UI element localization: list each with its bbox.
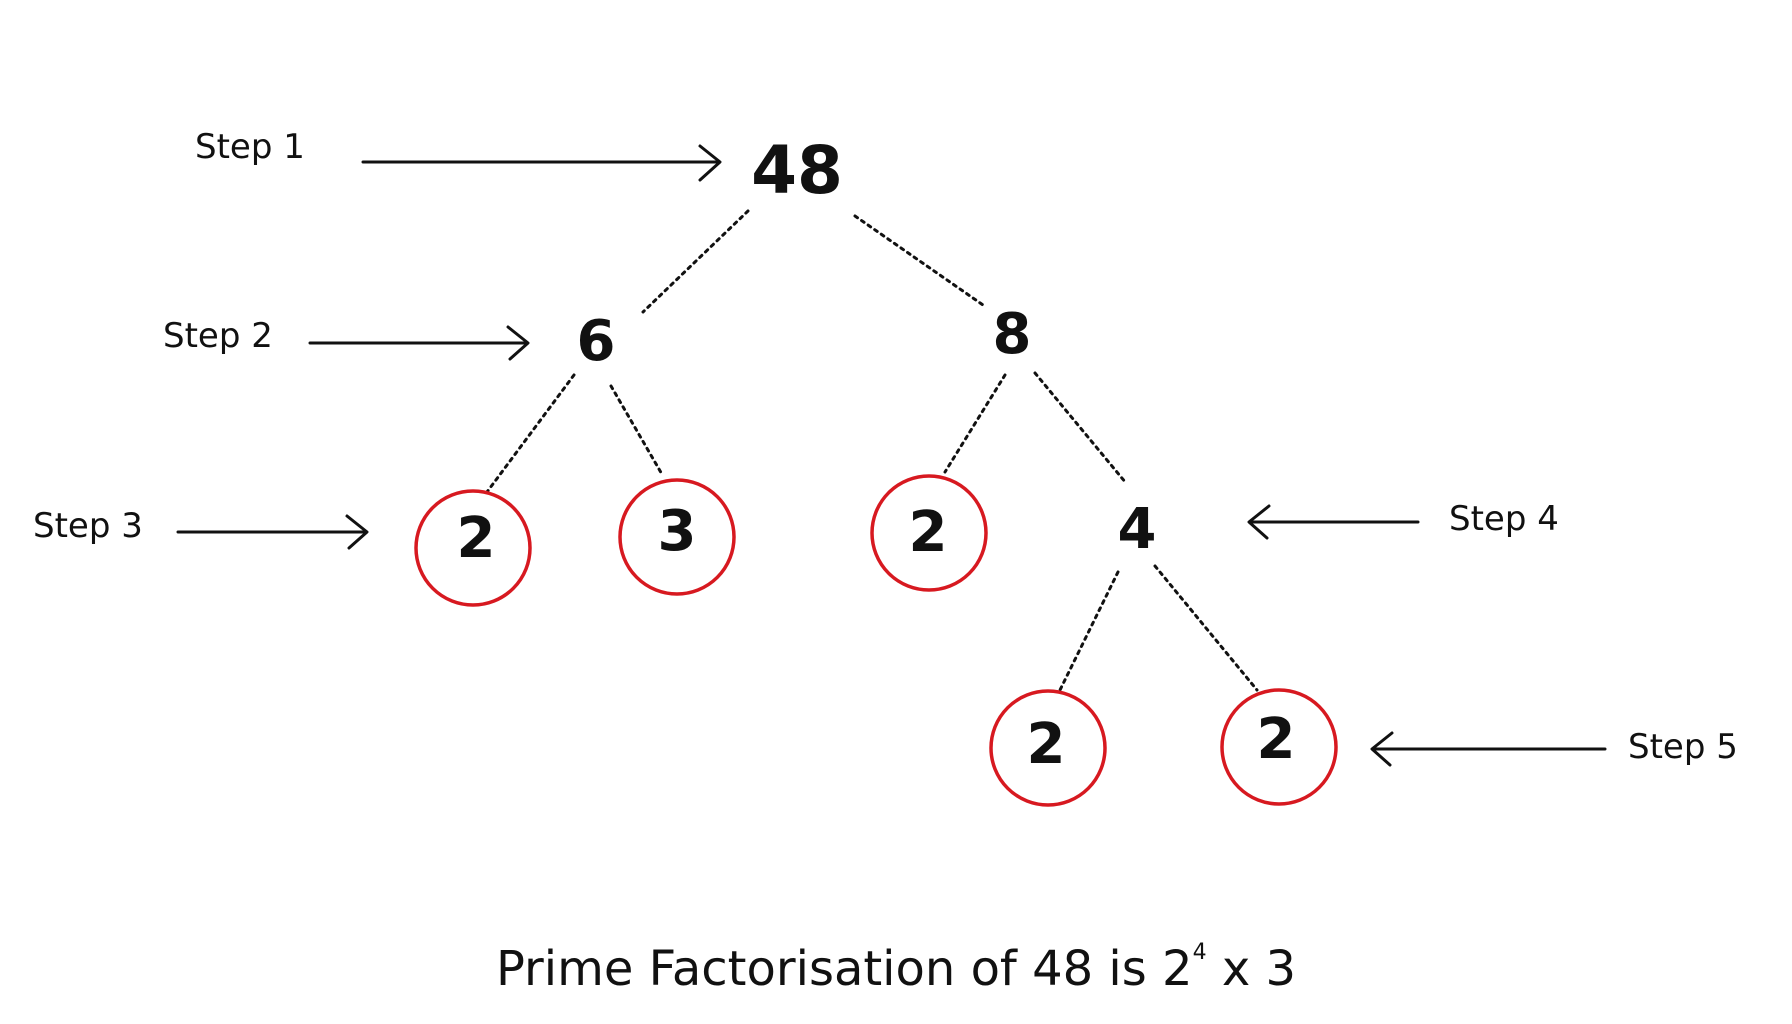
prime-circle-3: [618, 478, 736, 596]
step-5-label: Step 5: [1628, 727, 1738, 767]
step-arrows: [176, 144, 1607, 767]
node-2b: 2: [909, 500, 948, 565]
step-4-arrow: [1247, 504, 1420, 540]
branch-48-6: [641, 209, 750, 314]
caption-lead: Prime Factorisation of 48 is 2: [495, 941, 1193, 997]
node-2d: 2: [1257, 707, 1296, 772]
step-1-label: Step 1: [195, 127, 305, 167]
node-6: 6: [577, 309, 616, 374]
branch-8-2: [943, 373, 1007, 474]
prime-circle-2a: [414, 489, 532, 607]
step-5-arrow: [1370, 731, 1607, 767]
prime-circles: [414, 474, 1338, 807]
branch-6-2: [485, 373, 576, 494]
tree-branches: [485, 209, 1259, 692]
branch-8-4: [1033, 371, 1128, 485]
prime-circle-2b: [870, 474, 988, 592]
tree-numbers: 48 6 8 2 3 2 4 2 2: [457, 132, 1296, 777]
node-4: 4: [1118, 497, 1157, 562]
prime-circle-2c: [989, 689, 1107, 807]
node-48: 48: [751, 132, 843, 209]
step-2-label: Step 2: [163, 316, 273, 356]
step-3-arrow: [176, 514, 369, 550]
branch-4-2-left: [1058, 570, 1120, 692]
factorisation-caption: Prime Factorisation of 48 is 24 x 3: [0, 940, 1792, 997]
branch-4-2-right: [1153, 564, 1259, 692]
node-2a: 2: [457, 506, 496, 571]
prime-circle-2d: [1220, 688, 1338, 806]
step-1-arrow: [361, 144, 722, 182]
step-3-label: Step 3: [33, 506, 143, 546]
branch-48-8: [853, 214, 985, 307]
step-labels: Step 1 Step 2 Step 3 Step 4 Step 5: [33, 127, 1738, 767]
node-2c: 2: [1027, 712, 1066, 777]
node-8: 8: [993, 302, 1032, 367]
caption-tail: x 3: [1221, 941, 1297, 997]
node-3: 3: [658, 499, 697, 564]
step-4-label: Step 4: [1449, 499, 1559, 539]
branch-6-3: [609, 384, 665, 478]
step-2-arrow: [308, 325, 530, 361]
caption-exponent: 4: [1192, 940, 1207, 965]
